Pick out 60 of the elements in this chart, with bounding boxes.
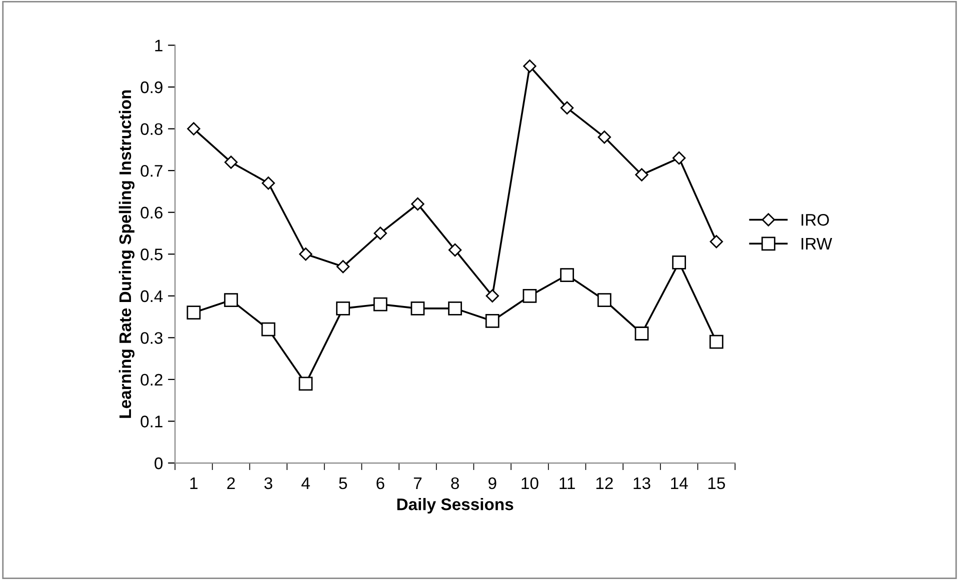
- x-tick-label: 9: [488, 477, 496, 490]
- point: [448, 301, 462, 316]
- point: [262, 176, 275, 190]
- point: [224, 293, 238, 308]
- point: [672, 256, 686, 270]
- x-tick-label: 4: [301, 478, 310, 489]
- point: [410, 301, 425, 316]
- x-tick-label: 5: [339, 478, 347, 490]
- point: [634, 326, 649, 340]
- x-tick-label: 12: [596, 477, 613, 489]
- point: [710, 235, 723, 248]
- point: [486, 289, 499, 302]
- y-tick-label: 0.1: [140, 416, 162, 428]
- y-tick-label: 0.2: [140, 374, 162, 386]
- x-tick-label: 13: [634, 477, 650, 490]
- x-tick-label: 11: [560, 478, 575, 489]
- point: [186, 306, 201, 320]
- x-tick-label: 1: [190, 478, 198, 489]
- x-axis-title: Daily Sessions: [397, 498, 514, 514]
- point: [374, 226, 387, 240]
- y-tick-label: 0.9: [140, 81, 162, 94]
- y-tick-label: 0.7: [140, 164, 162, 177]
- point: [373, 297, 388, 312]
- x-tick-label: 3: [264, 477, 272, 490]
- point: [299, 248, 312, 261]
- y-tick-label: 1: [155, 40, 162, 52]
- point: [411, 197, 424, 211]
- point: [560, 268, 574, 282]
- point: [635, 168, 648, 182]
- y-tick-label: 0.4: [140, 290, 163, 302]
- point: [336, 301, 350, 316]
- point: [261, 322, 276, 336]
- point: [485, 314, 500, 328]
- point: [672, 151, 686, 165]
- legend-label: IRW: [802, 238, 832, 250]
- point: [598, 130, 611, 144]
- y-tick-label: 0.5: [140, 248, 163, 260]
- point: [523, 60, 536, 73]
- y-tick-label: 0.6: [140, 206, 162, 219]
- point: [448, 243, 462, 257]
- y-tick-label: 0.8: [140, 123, 162, 135]
- y-tick-label: 0.3: [140, 332, 162, 344]
- point: [597, 293, 612, 308]
- y-axis-title: Learning Rate During Spelling Instruction: [118, 90, 134, 418]
- point: [560, 101, 574, 114]
- x-tick-label: 2: [227, 477, 235, 489]
- y-tick-label: 0: [154, 457, 163, 470]
- point: [709, 334, 724, 349]
- x-tick-label: 8: [451, 477, 459, 490]
- point: [298, 376, 313, 391]
- x-tick-label: 6: [376, 477, 384, 490]
- x-tick-label: 15: [708, 478, 725, 490]
- x-tick-label: 14: [671, 478, 688, 489]
- point: [522, 288, 537, 303]
- point: [187, 122, 200, 136]
- point: [336, 260, 350, 274]
- point: [224, 156, 238, 169]
- x-tick-label: 10: [522, 477, 538, 490]
- legend-label: IRO: [802, 214, 829, 226]
- x-tick-label: 7: [414, 478, 422, 489]
